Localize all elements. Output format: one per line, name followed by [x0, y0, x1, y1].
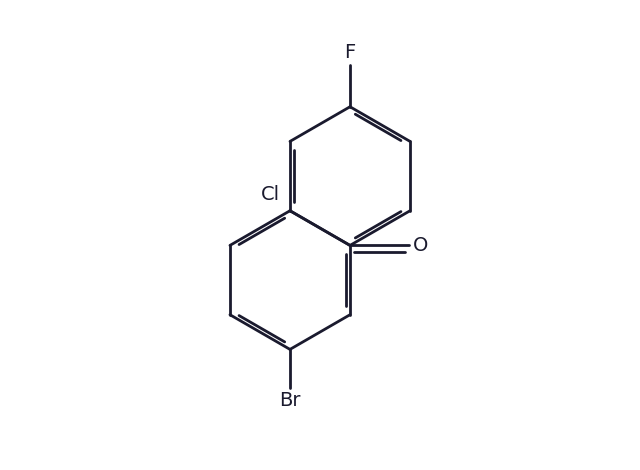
Text: Br: Br	[279, 391, 301, 410]
Text: O: O	[412, 236, 428, 255]
Text: Cl: Cl	[260, 185, 280, 204]
Text: F: F	[344, 43, 356, 62]
